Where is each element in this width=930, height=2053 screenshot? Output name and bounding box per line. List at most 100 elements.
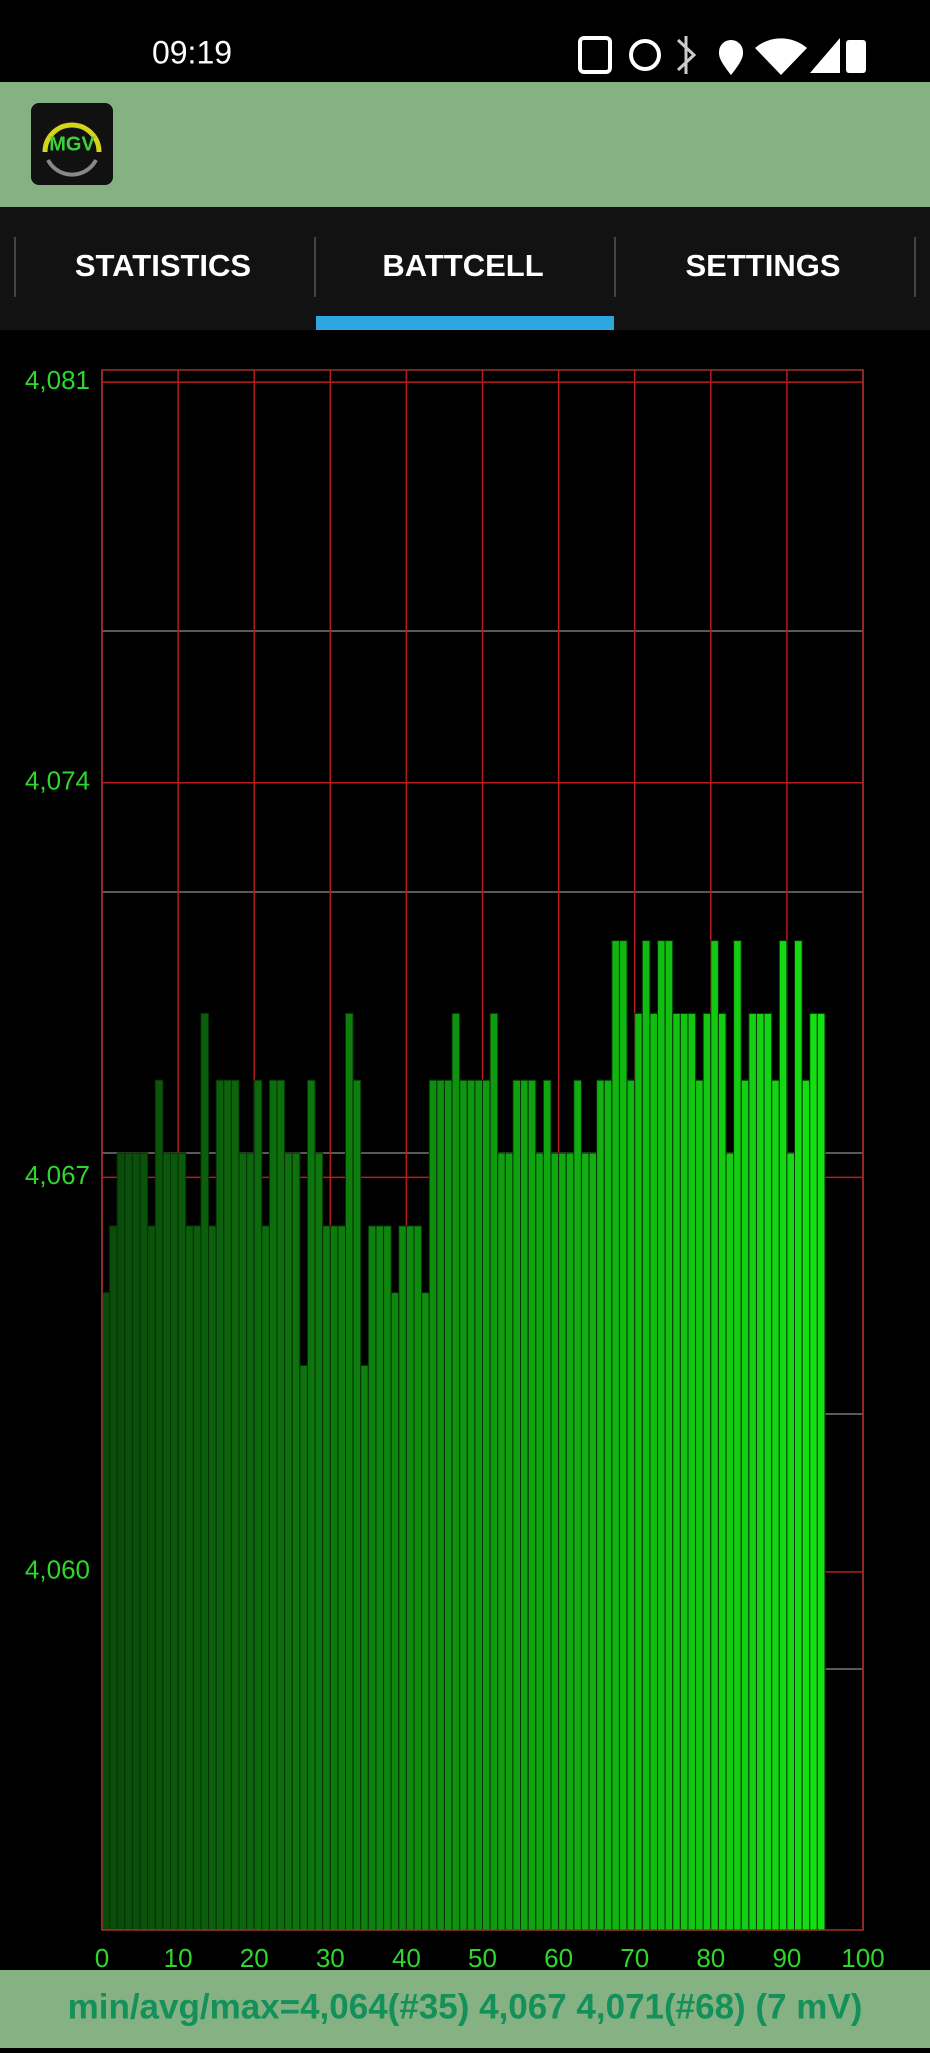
bar xyxy=(474,1079,484,1931)
bar xyxy=(375,1225,385,1931)
bar xyxy=(124,1152,133,1931)
x-tick-label: 30 xyxy=(316,1943,345,1973)
logo-text: MGV xyxy=(49,133,95,155)
bar xyxy=(291,1152,301,1931)
bar xyxy=(489,1012,499,1931)
bar xyxy=(314,1152,324,1931)
bar xyxy=(672,1012,681,1931)
bar xyxy=(147,1225,156,1931)
bar xyxy=(755,1012,765,1931)
bar xyxy=(649,1012,659,1931)
bar xyxy=(345,1012,354,1931)
bar xyxy=(246,1152,255,1931)
logo-arc xyxy=(42,122,102,153)
bar xyxy=(192,1225,202,1931)
bar xyxy=(185,1225,194,1931)
bar xyxy=(725,1152,735,1931)
x-tick-label: 10 xyxy=(164,1943,193,1973)
bar xyxy=(208,1225,217,1931)
bar xyxy=(801,1079,811,1931)
x-tick-label: 90 xyxy=(772,1943,801,1973)
bar xyxy=(794,940,803,1931)
bar xyxy=(367,1225,377,1931)
app-bar xyxy=(0,82,930,207)
bar xyxy=(618,940,628,1931)
bar xyxy=(131,1152,141,1931)
bar xyxy=(421,1292,430,1931)
bar xyxy=(162,1152,171,1931)
x-tick-label: 20 xyxy=(240,1943,269,1973)
bar xyxy=(405,1225,415,1931)
bar xyxy=(268,1079,278,1931)
bar xyxy=(497,1152,506,1931)
alarm-icon xyxy=(629,39,661,71)
bar xyxy=(230,1079,240,1931)
bar xyxy=(695,1079,704,1931)
bar xyxy=(512,1079,522,1931)
bar xyxy=(733,940,742,1931)
wifi-icon xyxy=(755,38,807,75)
plot-frame xyxy=(101,369,864,1931)
bar xyxy=(109,1225,118,1931)
bar xyxy=(520,1079,529,1931)
bar xyxy=(398,1225,407,1931)
y-tick-label: 4,081 xyxy=(25,365,90,395)
app-logo[interactable]: MGV xyxy=(31,103,113,185)
bar xyxy=(101,1292,111,1931)
bar xyxy=(763,1012,773,1931)
nfc-icon xyxy=(578,36,612,74)
bar xyxy=(413,1225,423,1931)
bar xyxy=(710,940,719,1931)
y-tick-label: 4,067 xyxy=(25,1160,90,1190)
tab-label[interactable]: STATISTICS xyxy=(75,248,251,283)
bar xyxy=(558,1152,567,1931)
bluetooth-icon xyxy=(676,36,697,74)
bar xyxy=(748,1012,757,1931)
bar xyxy=(116,1152,126,1931)
bar xyxy=(215,1079,225,1931)
tab-label[interactable]: SETTINGS xyxy=(685,248,840,283)
bar xyxy=(535,1152,544,1931)
bar xyxy=(641,940,651,1931)
status-time: 09:19 xyxy=(152,34,232,70)
footer-stats: min/avg/max=4,064(#35) 4,067 4,071(#68) … xyxy=(68,1987,863,2026)
x-tick-label: 40 xyxy=(392,1943,421,1973)
battery-icon xyxy=(846,40,866,73)
bar xyxy=(261,1225,270,1931)
y-tick-label: 4,060 xyxy=(25,1555,90,1585)
bar xyxy=(337,1225,347,1931)
bar xyxy=(443,1079,453,1931)
bar xyxy=(687,1012,697,1931)
footer-bar xyxy=(0,1970,930,2048)
tab-label[interactable]: BATTCELL xyxy=(382,248,543,283)
x-tick-label: 50 xyxy=(468,1943,497,1973)
bar xyxy=(390,1292,400,1931)
bar xyxy=(809,1012,818,1931)
tab-indicator xyxy=(316,316,614,330)
status-icons xyxy=(578,36,866,75)
bar xyxy=(322,1225,331,1931)
bar xyxy=(383,1225,392,1931)
bar xyxy=(771,1079,780,1931)
bar xyxy=(626,1079,636,1931)
bar xyxy=(139,1152,149,1931)
signal-icon xyxy=(810,38,840,73)
bar xyxy=(223,1079,232,1931)
bar xyxy=(177,1152,187,1931)
x-tick-label: 100 xyxy=(841,1943,884,1973)
bar xyxy=(740,1079,750,1931)
bar xyxy=(451,1012,461,1931)
bar xyxy=(466,1079,476,1931)
x-tick-label: 70 xyxy=(620,1943,649,1973)
bar xyxy=(276,1079,286,1931)
bar xyxy=(200,1012,210,1931)
bar xyxy=(786,1152,796,1931)
bar xyxy=(428,1079,438,1931)
tab-bar xyxy=(0,207,930,330)
bar xyxy=(550,1152,560,1931)
bar xyxy=(816,1012,826,1931)
bar xyxy=(580,1152,590,1931)
bar xyxy=(352,1079,362,1931)
